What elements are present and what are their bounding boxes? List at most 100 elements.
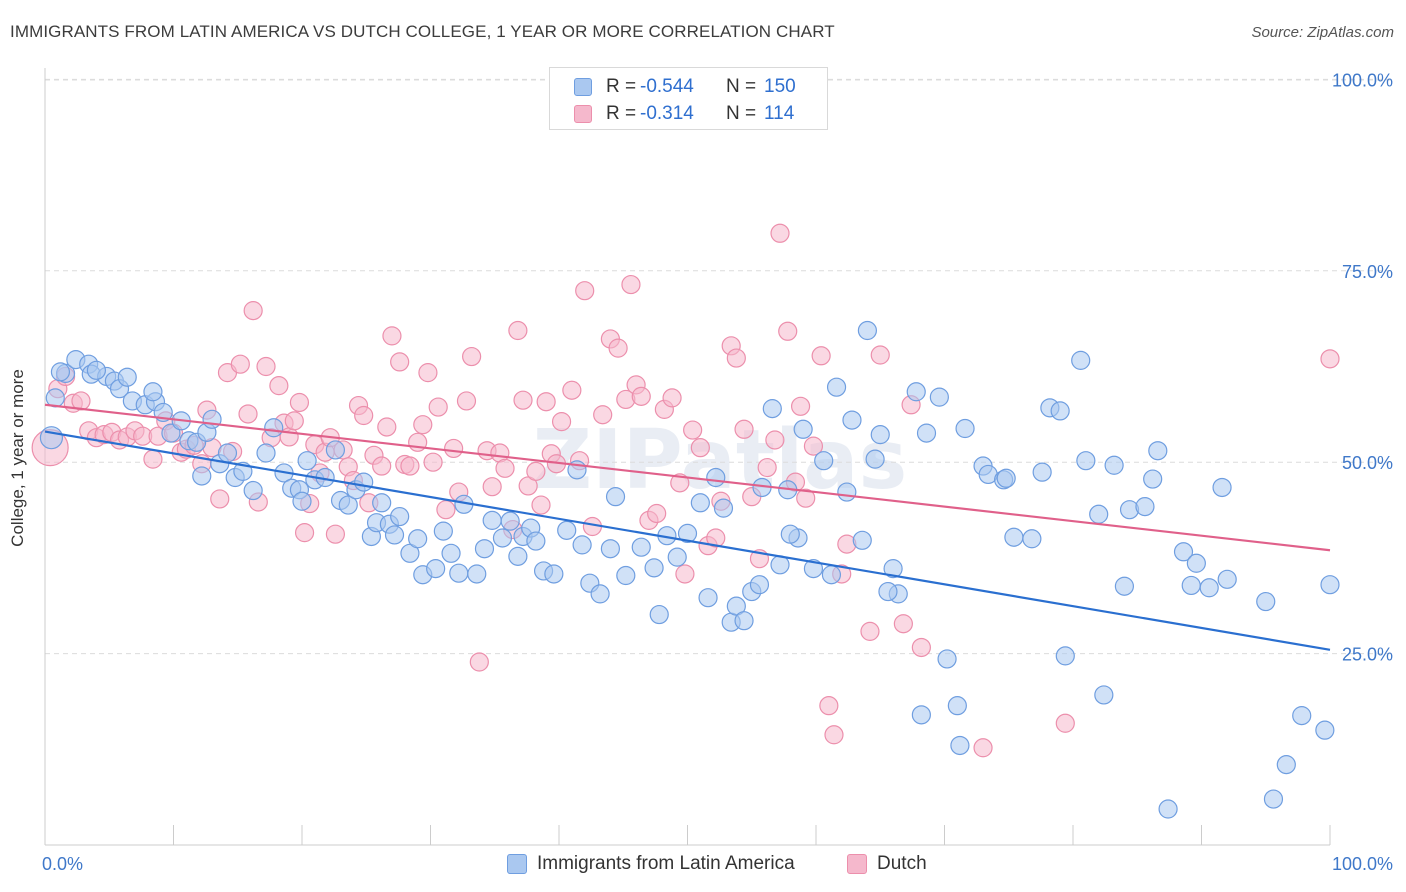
- point-latin-america: [631, 537, 651, 557]
- point-latin-america: [390, 506, 410, 527]
- source-label: Source: ZipAtlas.com: [1251, 24, 1394, 41]
- trend-line-latin-america: [44, 430, 1331, 651]
- point-dutch: [423, 452, 443, 472]
- point-latin-america: [508, 546, 528, 566]
- point-latin-america: [1119, 500, 1140, 520]
- point-latin-america: [1217, 569, 1237, 589]
- point-latin-america: [433, 521, 453, 541]
- point-latin-america: [143, 382, 163, 402]
- point-latin-america: [690, 493, 710, 513]
- point-latin-america: [500, 511, 520, 531]
- point-dutch: [526, 461, 546, 481]
- point-dutch: [400, 456, 420, 476]
- point-dutch: [662, 388, 682, 408]
- point-latin-america: [590, 584, 610, 604]
- point-dutch: [911, 637, 931, 658]
- point-latin-america: [39, 426, 64, 450]
- point-dutch: [294, 523, 315, 543]
- r-value: -0.314: [640, 103, 694, 124]
- point-latin-america: [955, 418, 975, 439]
- point-latin-america: [929, 387, 949, 407]
- point-latin-america: [557, 520, 577, 540]
- point-dutch: [706, 528, 726, 548]
- chart-title: IMMIGRANTS FROM LATIN AMERICA VS DUTCH C…: [10, 22, 835, 41]
- point-dutch: [482, 477, 502, 497]
- point-latin-america: [911, 705, 931, 725]
- point-latin-america: [996, 468, 1016, 488]
- point-latin-america: [1104, 455, 1124, 475]
- point-latin-america: [202, 409, 222, 429]
- point-dutch: [757, 457, 777, 478]
- point-latin-america: [1055, 646, 1075, 666]
- point-latin-america: [1186, 553, 1206, 573]
- point-dutch: [243, 301, 263, 321]
- x-tick-label: 100.0%: [1332, 854, 1393, 874]
- point-dutch: [803, 436, 824, 456]
- point-dutch: [1055, 713, 1075, 733]
- point-latin-america: [256, 443, 276, 463]
- n-value: 114: [764, 103, 795, 124]
- bottom-legend-dutch: Dutch: [847, 852, 927, 876]
- point-dutch: [444, 438, 464, 459]
- point-latin-america: [814, 451, 834, 471]
- bottom-legend-label-immigrants: Immigrants from Latin America: [537, 853, 795, 874]
- point-dutch: [418, 363, 438, 383]
- point-latin-america: [1212, 477, 1232, 498]
- point-latin-america: [906, 382, 926, 402]
- point-dutch: [683, 420, 703, 440]
- point-latin-america: [1292, 706, 1312, 726]
- point-latin-america: [644, 558, 664, 578]
- point-dutch: [284, 411, 304, 431]
- point-dutch: [770, 223, 790, 243]
- point-latin-america: [384, 525, 405, 545]
- y-tick-label: 25.0%: [1342, 645, 1393, 665]
- point-dutch: [230, 354, 250, 374]
- point-latin-america: [762, 399, 782, 419]
- point-latin-america: [803, 559, 824, 579]
- correlation-legend: R = -0.544 N = 150 R = -0.314 N = 114: [549, 67, 828, 130]
- point-latin-america: [1032, 462, 1052, 482]
- point-dutch: [256, 356, 276, 377]
- r-label: R =: [606, 103, 637, 124]
- legend-row-immigrants: R = -0.544 N = 150: [574, 75, 796, 99]
- r-label: R =: [606, 76, 637, 97]
- point-dutch: [462, 346, 482, 367]
- point-latin-america: [1263, 789, 1284, 809]
- point-latin-america: [706, 467, 726, 488]
- point-latin-america: [1135, 497, 1155, 517]
- point-latin-america: [292, 491, 312, 511]
- point-dutch: [575, 281, 595, 301]
- point-latin-america: [865, 449, 885, 469]
- point-dutch: [289, 392, 310, 413]
- point-latin-america: [605, 487, 626, 507]
- y-tick-label: 100.0%: [1332, 70, 1393, 90]
- point-dutch: [734, 419, 754, 439]
- point-latin-america: [667, 547, 687, 567]
- point-latin-america: [1276, 755, 1296, 775]
- point-latin-america: [1143, 469, 1163, 489]
- point-latin-america: [354, 472, 374, 492]
- point-latin-america: [713, 498, 734, 518]
- point-dutch: [269, 376, 289, 396]
- point-dutch: [390, 352, 410, 372]
- bottom-legend-swatch-blue: [507, 854, 527, 874]
- point-dutch: [551, 412, 572, 432]
- point-dutch: [210, 489, 230, 509]
- point-latin-america: [544, 564, 564, 584]
- point-latin-america: [852, 530, 872, 550]
- n-label: N =: [726, 76, 757, 97]
- point-dutch: [1320, 349, 1340, 369]
- point-dutch: [382, 326, 402, 346]
- point-latin-america: [1094, 685, 1114, 705]
- point-latin-america: [857, 320, 878, 341]
- point-latin-america: [217, 443, 238, 463]
- point-latin-america: [1181, 575, 1201, 596]
- point-latin-america: [161, 423, 181, 443]
- point-dutch: [811, 346, 831, 366]
- point-latin-america: [297, 451, 317, 471]
- point-latin-america: [1256, 591, 1276, 612]
- point-latin-america: [474, 539, 495, 559]
- point-dutch: [372, 456, 392, 476]
- point-dutch: [870, 345, 890, 365]
